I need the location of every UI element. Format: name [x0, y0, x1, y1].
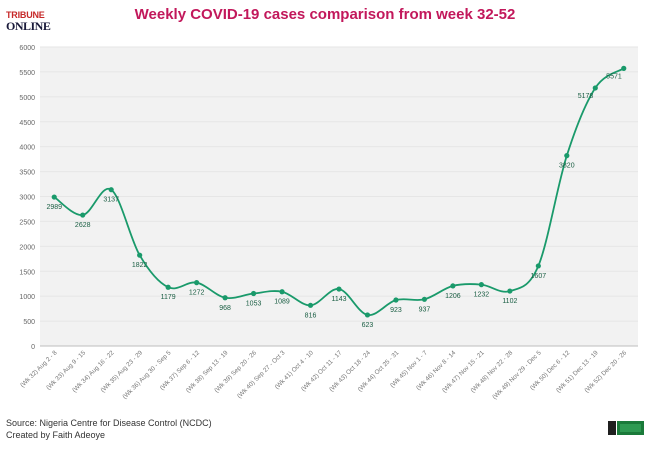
- data-label: 3137: [103, 197, 119, 204]
- data-point: [51, 194, 57, 200]
- data-label: 1089: [274, 299, 290, 306]
- data-point: [250, 290, 257, 297]
- data-point: [535, 263, 541, 269]
- data-label: 968: [219, 305, 231, 312]
- x-tick-label: (Wk 36) Aug 30 - Sep 5: [121, 349, 173, 401]
- y-tick-label: 2000: [19, 244, 35, 251]
- logo-text-top: TRIBUNE: [6, 10, 45, 20]
- data-label: 923: [390, 307, 402, 314]
- data-label: 3820: [559, 163, 575, 170]
- data-label: 5178: [578, 93, 594, 100]
- data-label: 1179: [161, 294, 176, 301]
- y-tick-label: 5500: [19, 70, 35, 77]
- data-label: 1272: [189, 290, 205, 297]
- chart-title: Weekly COVID-19 cases comparison from we…: [134, 6, 516, 23]
- data-point: [507, 288, 513, 294]
- data-label: 816: [305, 312, 317, 319]
- y-tick-label: 6000: [19, 45, 35, 52]
- data-label: 2628: [75, 222, 91, 229]
- data-point: [592, 85, 598, 91]
- y-tick-label: 5000: [19, 95, 35, 102]
- data-label: 623: [362, 322, 374, 329]
- data-point: [222, 295, 228, 301]
- data-point: [336, 286, 342, 292]
- data-point: [478, 282, 484, 288]
- data-point: [165, 284, 171, 290]
- data-label: 1206: [445, 293, 461, 300]
- data-label: 1822: [132, 262, 148, 269]
- y-tick-label: 3000: [19, 195, 35, 202]
- logo-text-bottom: ONLINE: [6, 19, 51, 33]
- y-tick-label: 2500: [19, 219, 35, 226]
- data-point: [108, 187, 114, 193]
- y-tick-label: 500: [23, 319, 35, 326]
- y-tick-label: 3500: [19, 170, 35, 177]
- data-point: [194, 280, 200, 286]
- y-tick-label: 4500: [19, 120, 35, 127]
- source-note: Source: Nigeria Centre for Disease Contr…: [6, 418, 212, 428]
- x-tick-label: (Wk 40) Sep 27 - Oct 3: [236, 349, 287, 400]
- data-point: [450, 283, 456, 289]
- data-point: [421, 296, 428, 302]
- data-point: [307, 302, 314, 308]
- data-label: 1607: [531, 273, 547, 280]
- y-tick-label: 1000: [19, 294, 35, 301]
- y-tick-label: 1500: [19, 269, 35, 276]
- data-label: 1102: [502, 298, 517, 305]
- data-point: [279, 289, 285, 295]
- data-point: [393, 297, 399, 303]
- data-label: 2989: [46, 204, 62, 211]
- credit-note: Created by Faith Adeoye: [6, 430, 106, 440]
- y-tick-label: 0: [31, 344, 35, 351]
- x-tick-label: (Wk 49) Nov 29 - Dec 5: [491, 349, 543, 401]
- data-point: [80, 212, 86, 218]
- brand-badge-icon: [608, 421, 644, 435]
- data-label: 937: [419, 306, 431, 313]
- y-tick-label: 4000: [19, 145, 35, 152]
- data-label: 1143: [331, 296, 346, 303]
- tribune-online-logo: TRIBUNE ONLINE: [6, 10, 51, 38]
- data-point: [564, 153, 570, 159]
- data-point: [137, 252, 143, 258]
- data-label: 1232: [474, 292, 490, 299]
- data-label: 5571: [606, 73, 622, 80]
- data-point: [364, 312, 371, 318]
- data-point: [621, 65, 627, 71]
- data-label: 1053: [246, 301, 262, 308]
